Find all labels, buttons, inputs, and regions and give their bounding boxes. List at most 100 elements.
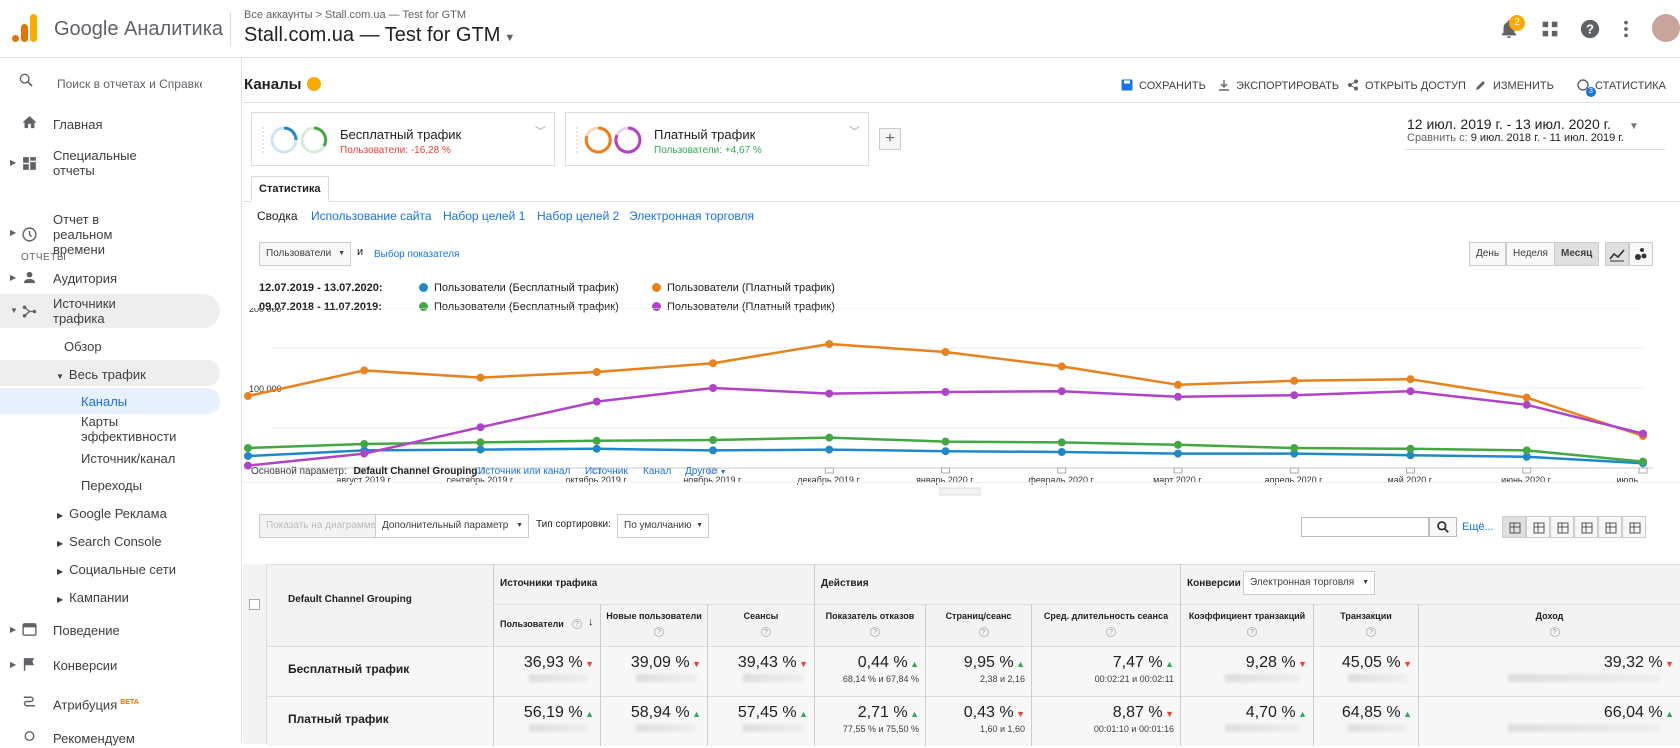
sidebar-item-conversions[interactable]: ▶ Конверсии	[0, 655, 220, 675]
help-icon[interactable]: ?	[1579, 18, 1601, 40]
legend-period-current: 12.07.2019 - 13.07.2020:	[259, 282, 383, 294]
sidebar-item-label: Кампании	[69, 590, 129, 605]
sidebar-item-all-traffic[interactable]: ▼ Весь трафик	[56, 367, 146, 384]
insights-button[interactable]: СТАТИСТИКА	[1577, 79, 1666, 92]
breadcrumb[interactable]: Все аккаунты > Stall.com.ua — Test for G…	[244, 9, 467, 21]
metric-select[interactable]: Пользователи ▼	[259, 242, 351, 266]
table-row[interactable]	[267, 696, 1680, 746]
sidebar-item-social[interactable]: ▶ Социальные сети	[57, 562, 176, 579]
arrow-up-icon: ▲	[1662, 709, 1674, 719]
analytics-logo-icon[interactable]	[12, 14, 38, 42]
pie-view-button[interactable]	[1526, 516, 1550, 538]
legend-item-organic-previous[interactable]: Пользователи (Бесплатный трафик)	[419, 301, 619, 313]
term-cloud-button[interactable]	[1598, 516, 1622, 538]
segment-card-paid[interactable]: Платный трафик Пользователи: +4,67 % ﹀	[565, 112, 869, 166]
sidebar-item-search-console[interactable]: ▶ Search Console	[57, 534, 162, 551]
sidebar-search-input[interactable]: Поиск в отчетах и Справке	[57, 77, 202, 91]
apps-grid-icon[interactable]	[1539, 18, 1561, 40]
arrow-up-icon: ▲	[1162, 659, 1174, 669]
row-dimension-link[interactable]: Платный трафик	[288, 712, 389, 726]
metric-value-line: 39,32 % ▼	[1419, 654, 1674, 672]
granularity-month[interactable]: Месяц	[1554, 242, 1600, 266]
secondary-dimension-select[interactable]: Дополнительный параметр ▼	[375, 514, 529, 538]
column-header[interactable]: Коэффициент транзакций?	[1180, 604, 1313, 646]
bar-view-button[interactable]	[1550, 516, 1574, 538]
chevron-down-icon[interactable]: ﹀	[535, 126, 546, 138]
sort-type-select[interactable]: По умолчанию ▼	[617, 514, 709, 538]
legend-item-paid-current[interactable]: Пользователи (Платный трафик)	[652, 282, 835, 294]
row-dimension-link[interactable]: Бесплатный трафик	[288, 662, 410, 676]
line-chart-toggle[interactable]	[1605, 242, 1629, 266]
granularity-day[interactable]: День	[1469, 242, 1507, 266]
legend-item-organic-current[interactable]: Пользователи (Бесплатный трафик)	[419, 282, 619, 294]
subtab-goal-set-2[interactable]: Набор целей 2	[537, 209, 620, 223]
sidebar-item-home[interactable]: Главная	[0, 114, 220, 134]
choose-metric-link[interactable]: Выбор показателя	[374, 249, 460, 260]
line-chart[interactable]: 200 000 100 000 август 2019 г. сентябрь 201…	[243, 308, 1680, 498]
date-range-picker[interactable]: 12 июл. 2019 г. - 13 июл. 2020 г. ▼	[1407, 116, 1639, 132]
motion-chart-toggle[interactable]	[1629, 242, 1653, 266]
sidebar-item-overview[interactable]: Обзор	[64, 339, 102, 354]
sidebar-item-behavior[interactable]: ▶ Поведение	[0, 620, 220, 640]
dimension-link-medium[interactable]: Канал	[643, 466, 672, 477]
sidebar-item-campaigns[interactable]: ▶ Кампании	[57, 590, 129, 607]
column-header[interactable]: Новые пользователи?	[600, 604, 707, 646]
data-point	[1406, 444, 1415, 453]
table-search-input[interactable]	[1301, 517, 1429, 537]
metric-compare-values: 77,55 % и 75,50 %	[842, 724, 919, 734]
dimension-link-other[interactable]: Другое ▼	[685, 466, 727, 477]
metric-cell: 57,45 % ▲	[707, 696, 814, 746]
tab-explorer[interactable]: Статистика	[251, 176, 329, 202]
save-button[interactable]: СОХРАНИТЬ	[1121, 79, 1206, 92]
legend-label: Пользователи (Бесплатный трафик)	[434, 301, 619, 313]
sidebar-item-acquisition[interactable]: ▼ Источники трафика	[0, 296, 220, 326]
comparison-view-button[interactable]	[1574, 516, 1598, 538]
select-all-checkbox[interactable]	[249, 599, 260, 610]
table-row[interactable]	[267, 646, 1680, 696]
plot-rows-button[interactable]: Показать на диаграмме	[259, 514, 384, 538]
search-icon[interactable]	[18, 72, 34, 88]
sidebar-item-source-medium[interactable]: Источник/канал	[81, 451, 176, 466]
sidebar-item-referrals[interactable]: Переходы	[81, 478, 142, 493]
sidebar-item-realtime[interactable]: ▶ Отчет в реальном времени	[0, 212, 220, 258]
account-selector[interactable]: Stall.com.ua — Test for GTM ▼	[244, 24, 515, 47]
column-header[interactable]: Доход?	[1418, 604, 1680, 646]
metric-select-value: Пользователи	[266, 248, 332, 259]
subtab-ecommerce[interactable]: Электронная торговля	[629, 209, 754, 223]
column-header[interactable]: Страниц/сеанс?	[925, 604, 1031, 646]
sidebar-item-attribution[interactable]: Атрибуция BETA	[0, 692, 220, 712]
data-point	[1406, 387, 1415, 396]
subtab-goal-set-1[interactable]: Набор целей 1	[443, 209, 526, 223]
column-header[interactable]: Транзакции?	[1313, 604, 1418, 646]
table-view-button[interactable]	[1502, 516, 1526, 538]
sidebar-item-google-ads[interactable]: ▶ Google Реклама	[57, 506, 167, 523]
chevron-down-icon[interactable]: ﹀	[849, 126, 860, 138]
legend-item-paid-previous[interactable]: Пользователи (Платный трафик)	[652, 301, 835, 313]
edit-button[interactable]: ИЗМЕНИТЬ	[1475, 79, 1554, 92]
subtab-summary[interactable]: Сводка	[257, 209, 298, 223]
segment-card-organic[interactable]: Бесплатный трафик Пользователи: -16,28 %…	[251, 112, 555, 166]
data-point	[941, 348, 950, 356]
share-button[interactable]: ОТКРЫТЬ ДОСТУП	[1347, 79, 1466, 92]
granularity-week[interactable]: Неделя	[1506, 242, 1555, 266]
sidebar-item-recommended[interactable]: Рекомендуем	[0, 728, 220, 748]
dimension-link-source[interactable]: Источник	[585, 466, 628, 477]
sidebar-item-channels[interactable]: Каналы	[81, 394, 128, 409]
column-header[interactable]: Сеансы?	[707, 604, 814, 646]
export-button[interactable]: ЭКСПОРТИРОВАТЬ	[1218, 79, 1339, 92]
pivot-view-button[interactable]	[1622, 516, 1646, 538]
subtab-site-usage[interactable]: Использование сайта	[311, 209, 432, 223]
add-segment-button[interactable]: +	[879, 128, 901, 150]
table-search-button[interactable]	[1429, 517, 1457, 537]
sidebar-item-custom-reports[interactable]: ▶ Специальные отчеты	[0, 148, 220, 180]
avatar[interactable]	[1652, 14, 1680, 42]
dimension-link-source-medium[interactable]: Источник или канал	[478, 466, 571, 477]
more-vert-icon[interactable]	[1615, 18, 1637, 40]
advanced-filter-link[interactable]: Ещё...	[1462, 521, 1494, 533]
column-header[interactable]: Пользователи? ↓	[493, 604, 600, 646]
sidebar-item-treemaps[interactable]: Карты эффективности	[81, 414, 177, 444]
sidebar-item-audience[interactable]: ▶ Аудитория	[0, 268, 220, 288]
column-header[interactable]: Сред. длительность сеанса?	[1031, 604, 1180, 646]
conversion-type-select[interactable]: Электронная торговля ▼	[1243, 571, 1375, 595]
column-header[interactable]: Показатель отказов?	[814, 604, 925, 646]
